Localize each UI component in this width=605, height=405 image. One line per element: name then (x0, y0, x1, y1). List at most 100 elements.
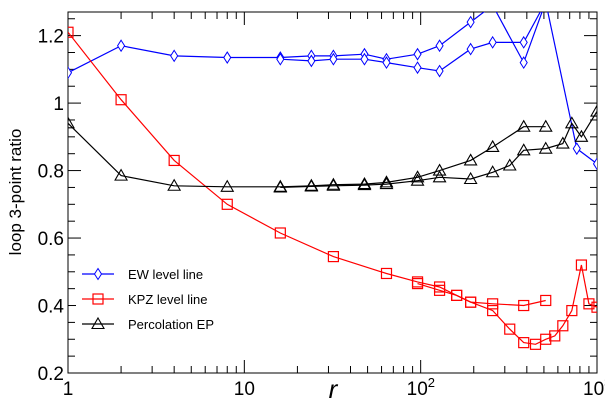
data-point (488, 35, 497, 49)
data-point (114, 168, 129, 181)
x-tick-label: 103 (583, 375, 605, 400)
data-point (116, 39, 126, 53)
series-line (68, 122, 546, 188)
legend: EW level line KPZ level line Percolation E… (82, 267, 214, 332)
data-point (591, 301, 597, 313)
legend-marker (92, 293, 104, 305)
data-point (519, 35, 528, 49)
x-axis-title: r (329, 374, 339, 404)
series-line (280, 111, 597, 188)
data-point (435, 39, 444, 53)
y-tick-label: 0.4 (38, 297, 65, 318)
data-point (432, 170, 447, 183)
data-point (572, 142, 581, 156)
data-point (538, 141, 553, 154)
data-point (549, 330, 561, 342)
data-point (413, 61, 422, 75)
data-point (451, 289, 463, 302)
data-point (68, 66, 73, 80)
data-point (502, 158, 517, 171)
data-point (592, 157, 597, 171)
data-point (466, 42, 475, 56)
data-point (433, 284, 446, 296)
data-point (575, 259, 588, 271)
data-point (518, 299, 530, 312)
data-point (327, 251, 340, 263)
data-point (304, 179, 319, 192)
data-point (516, 143, 531, 156)
data-point (276, 52, 285, 66)
data-point (487, 304, 499, 317)
data-point (170, 49, 179, 63)
series-line (68, 31, 546, 307)
series-diamond (68, 12, 597, 171)
data-point (519, 56, 528, 70)
data-point (410, 173, 425, 186)
data-point (466, 15, 475, 29)
y-tick-label: 0.8 (38, 162, 64, 183)
y-tick-label: 0.6 (38, 229, 64, 250)
data-point (463, 153, 478, 166)
data-point (432, 163, 447, 176)
data-point (583, 298, 595, 310)
data-point (115, 94, 127, 106)
data-point (540, 333, 552, 345)
x-tick-label: 1 (63, 379, 74, 400)
legend-marker (91, 316, 105, 330)
series-triangle (68, 104, 597, 193)
data-point (538, 119, 553, 132)
data-point (379, 176, 394, 190)
data-point (167, 178, 182, 191)
y-tick-label: 1.2 (38, 27, 64, 48)
data-point (220, 179, 235, 192)
data-point (329, 52, 338, 66)
data-point (307, 54, 316, 68)
axis-tick-labels: 1 10 102 103 0.2 0.4 0.6 0.8 1 1.2 (38, 27, 605, 400)
data-point (360, 52, 369, 66)
legend-label: EW level line (128, 267, 203, 282)
data-point (465, 296, 477, 308)
data-point (566, 304, 578, 317)
series-line (280, 12, 597, 165)
x-tick-label: 10 (234, 379, 255, 400)
axis-ticks (67, 12, 597, 374)
data-point (274, 227, 286, 239)
legend-label: Percolation EP (128, 317, 214, 332)
data-point (357, 177, 372, 191)
legend-label: KPZ level line (128, 292, 207, 307)
data-point (382, 56, 391, 70)
data-point (518, 337, 530, 349)
data-point (168, 154, 180, 167)
data-point (516, 119, 531, 132)
y-tick-label: 1 (53, 94, 64, 115)
data-point (68, 26, 74, 38)
data-point (68, 116, 75, 129)
data-point (379, 175, 394, 188)
y-tick-label: 0.2 (38, 364, 64, 385)
series-square (68, 26, 597, 350)
y-axis-title: loop 3-point ratio (6, 129, 25, 256)
data-point (504, 323, 516, 335)
data-point (380, 267, 393, 280)
data-point (463, 171, 478, 185)
data-point (326, 178, 341, 191)
data-point (413, 47, 422, 61)
data-point (435, 64, 444, 78)
data-point (411, 277, 424, 290)
legend-box (76, 256, 260, 332)
series-layer (68, 12, 597, 350)
data-point (485, 165, 500, 178)
data-point (273, 180, 288, 193)
data-point (485, 139, 500, 153)
data-point (590, 104, 597, 117)
data-point (221, 198, 233, 210)
x-tick-label: 102 (407, 375, 435, 400)
data-point (410, 170, 425, 183)
data-point (540, 294, 552, 307)
plot-frame (67, 11, 598, 374)
data-point (564, 116, 579, 129)
legend-marker (93, 267, 103, 281)
data-point (223, 51, 232, 64)
data-point (487, 298, 499, 310)
